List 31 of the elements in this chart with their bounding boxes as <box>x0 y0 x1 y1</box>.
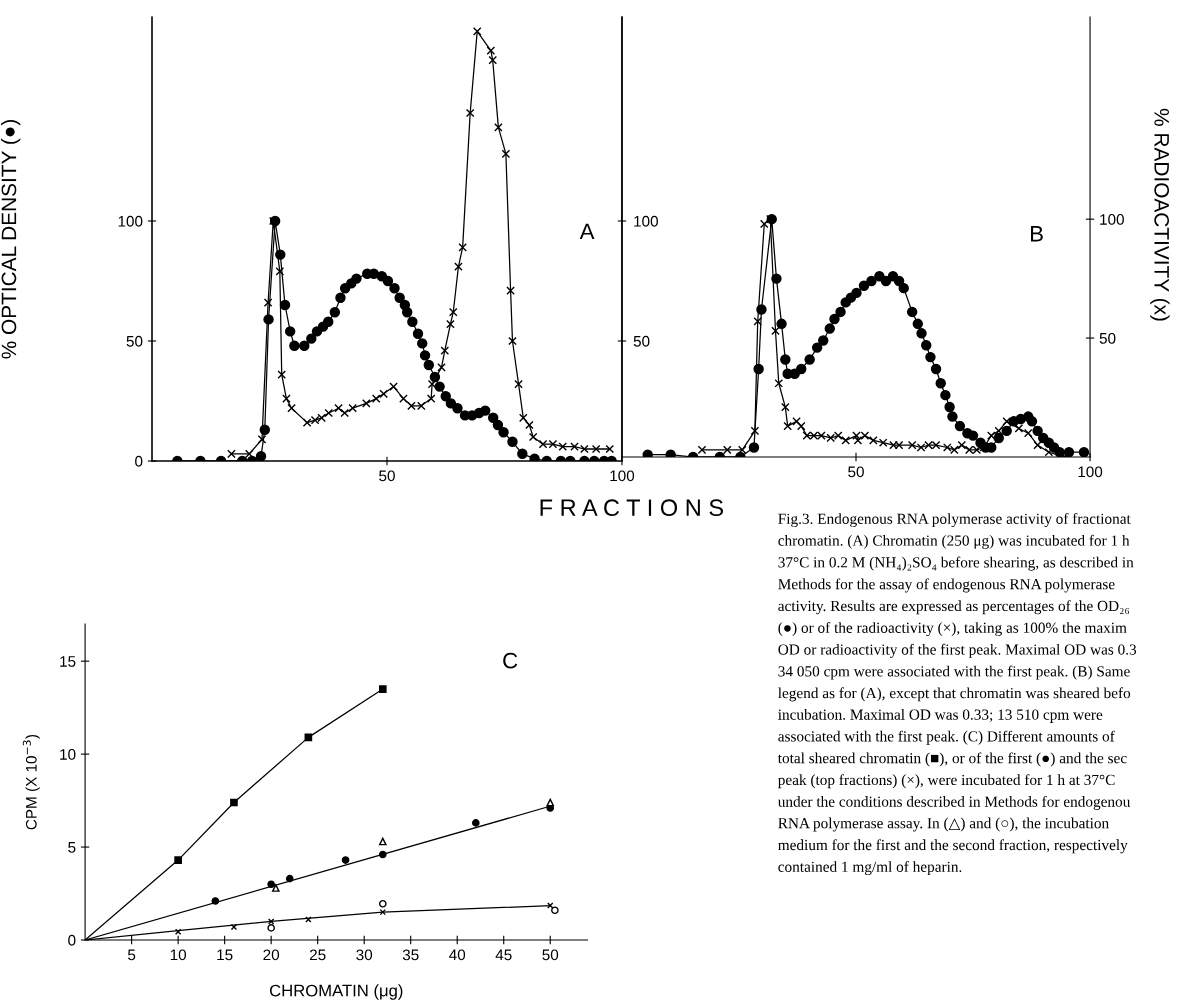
x-tick-label: 30 <box>356 949 373 961</box>
x-tick-label: 100 <box>1078 466 1103 478</box>
x-tick-label: 50 <box>542 949 559 961</box>
y2-tick-label: 50 <box>633 335 650 347</box>
text: Fig.3. Endogenous RNA polymerase activity of fractionat chromatin. (A) Chromatin (250 μg) was incubated for 1 h 37°C in 0.2 M (NH₄)₂SO₄ before shearing, as described in Methods for the assay of endogenous RNA polymerase activity. Results are expressed as percentages of the OD₂₆ (●) or of the radioactivity (×), taking as 100% the maxim OD or radioactivity of the first peak. Maximal OD was 0.3 34 050 cpm were associated with the first peak. (B) Same legend as for (A), except that chromatin was sheared befo incubation. Maximal OD was 0.33; 13 510 cpm were associated with the first peak. (C) Different amounts of total sheared chromatin (■), or of the first (●) and the sec peak (top fractions) (×), were incubated for 1 h at 37°C under the conditions described in Methods for endogenou RNA polymerase assay. In (△) and (○), the incubation medium for the first and the second fraction, respectively contained 1 mg/ml of heparin. <box>777 513 1137 876</box>
y-tick-label: 15 <box>60 656 76 667</box>
y-tick-label: 50 <box>126 335 143 347</box>
x-axis-title: F R A C T I O N S <box>540 499 724 517</box>
x-tick-label: 100 <box>610 470 635 482</box>
x-tick-label: 15 <box>217 949 233 961</box>
annotation: C <box>503 652 518 669</box>
y-tick-label: 5 <box>68 842 76 853</box>
y-axis-title: % OPTICAL DENSITY (●) <box>0 119 21 359</box>
annotation: B <box>1031 226 1043 242</box>
x-tick-label: 25 <box>309 949 326 961</box>
x-tick-label: 50 <box>379 470 395 482</box>
y-axis-title: % RADIOACTIVITY (x) <box>1150 108 1170 321</box>
x-tick-label: 10 <box>170 949 187 961</box>
x-axis-title: CHROMATIN (μg) <box>269 984 403 1000</box>
x-tick-label: 20 <box>263 949 280 961</box>
x-tick-label: 45 <box>495 949 512 961</box>
annotation: A <box>579 223 595 239</box>
x-tick-label: 35 <box>402 949 419 961</box>
y2-tick-label: 100 <box>634 215 658 227</box>
y-tick-label: 100 <box>118 215 143 227</box>
x-tick-label: 50 <box>848 466 864 478</box>
x-tick-label: 40 <box>449 949 466 961</box>
y-tick-label: 0 <box>68 934 76 946</box>
y-tick-label: 0 <box>135 455 143 467</box>
y-axis-title: CPM (X 10$^{−3}$) <box>22 734 40 830</box>
y-tick-label: 10 <box>60 748 76 760</box>
